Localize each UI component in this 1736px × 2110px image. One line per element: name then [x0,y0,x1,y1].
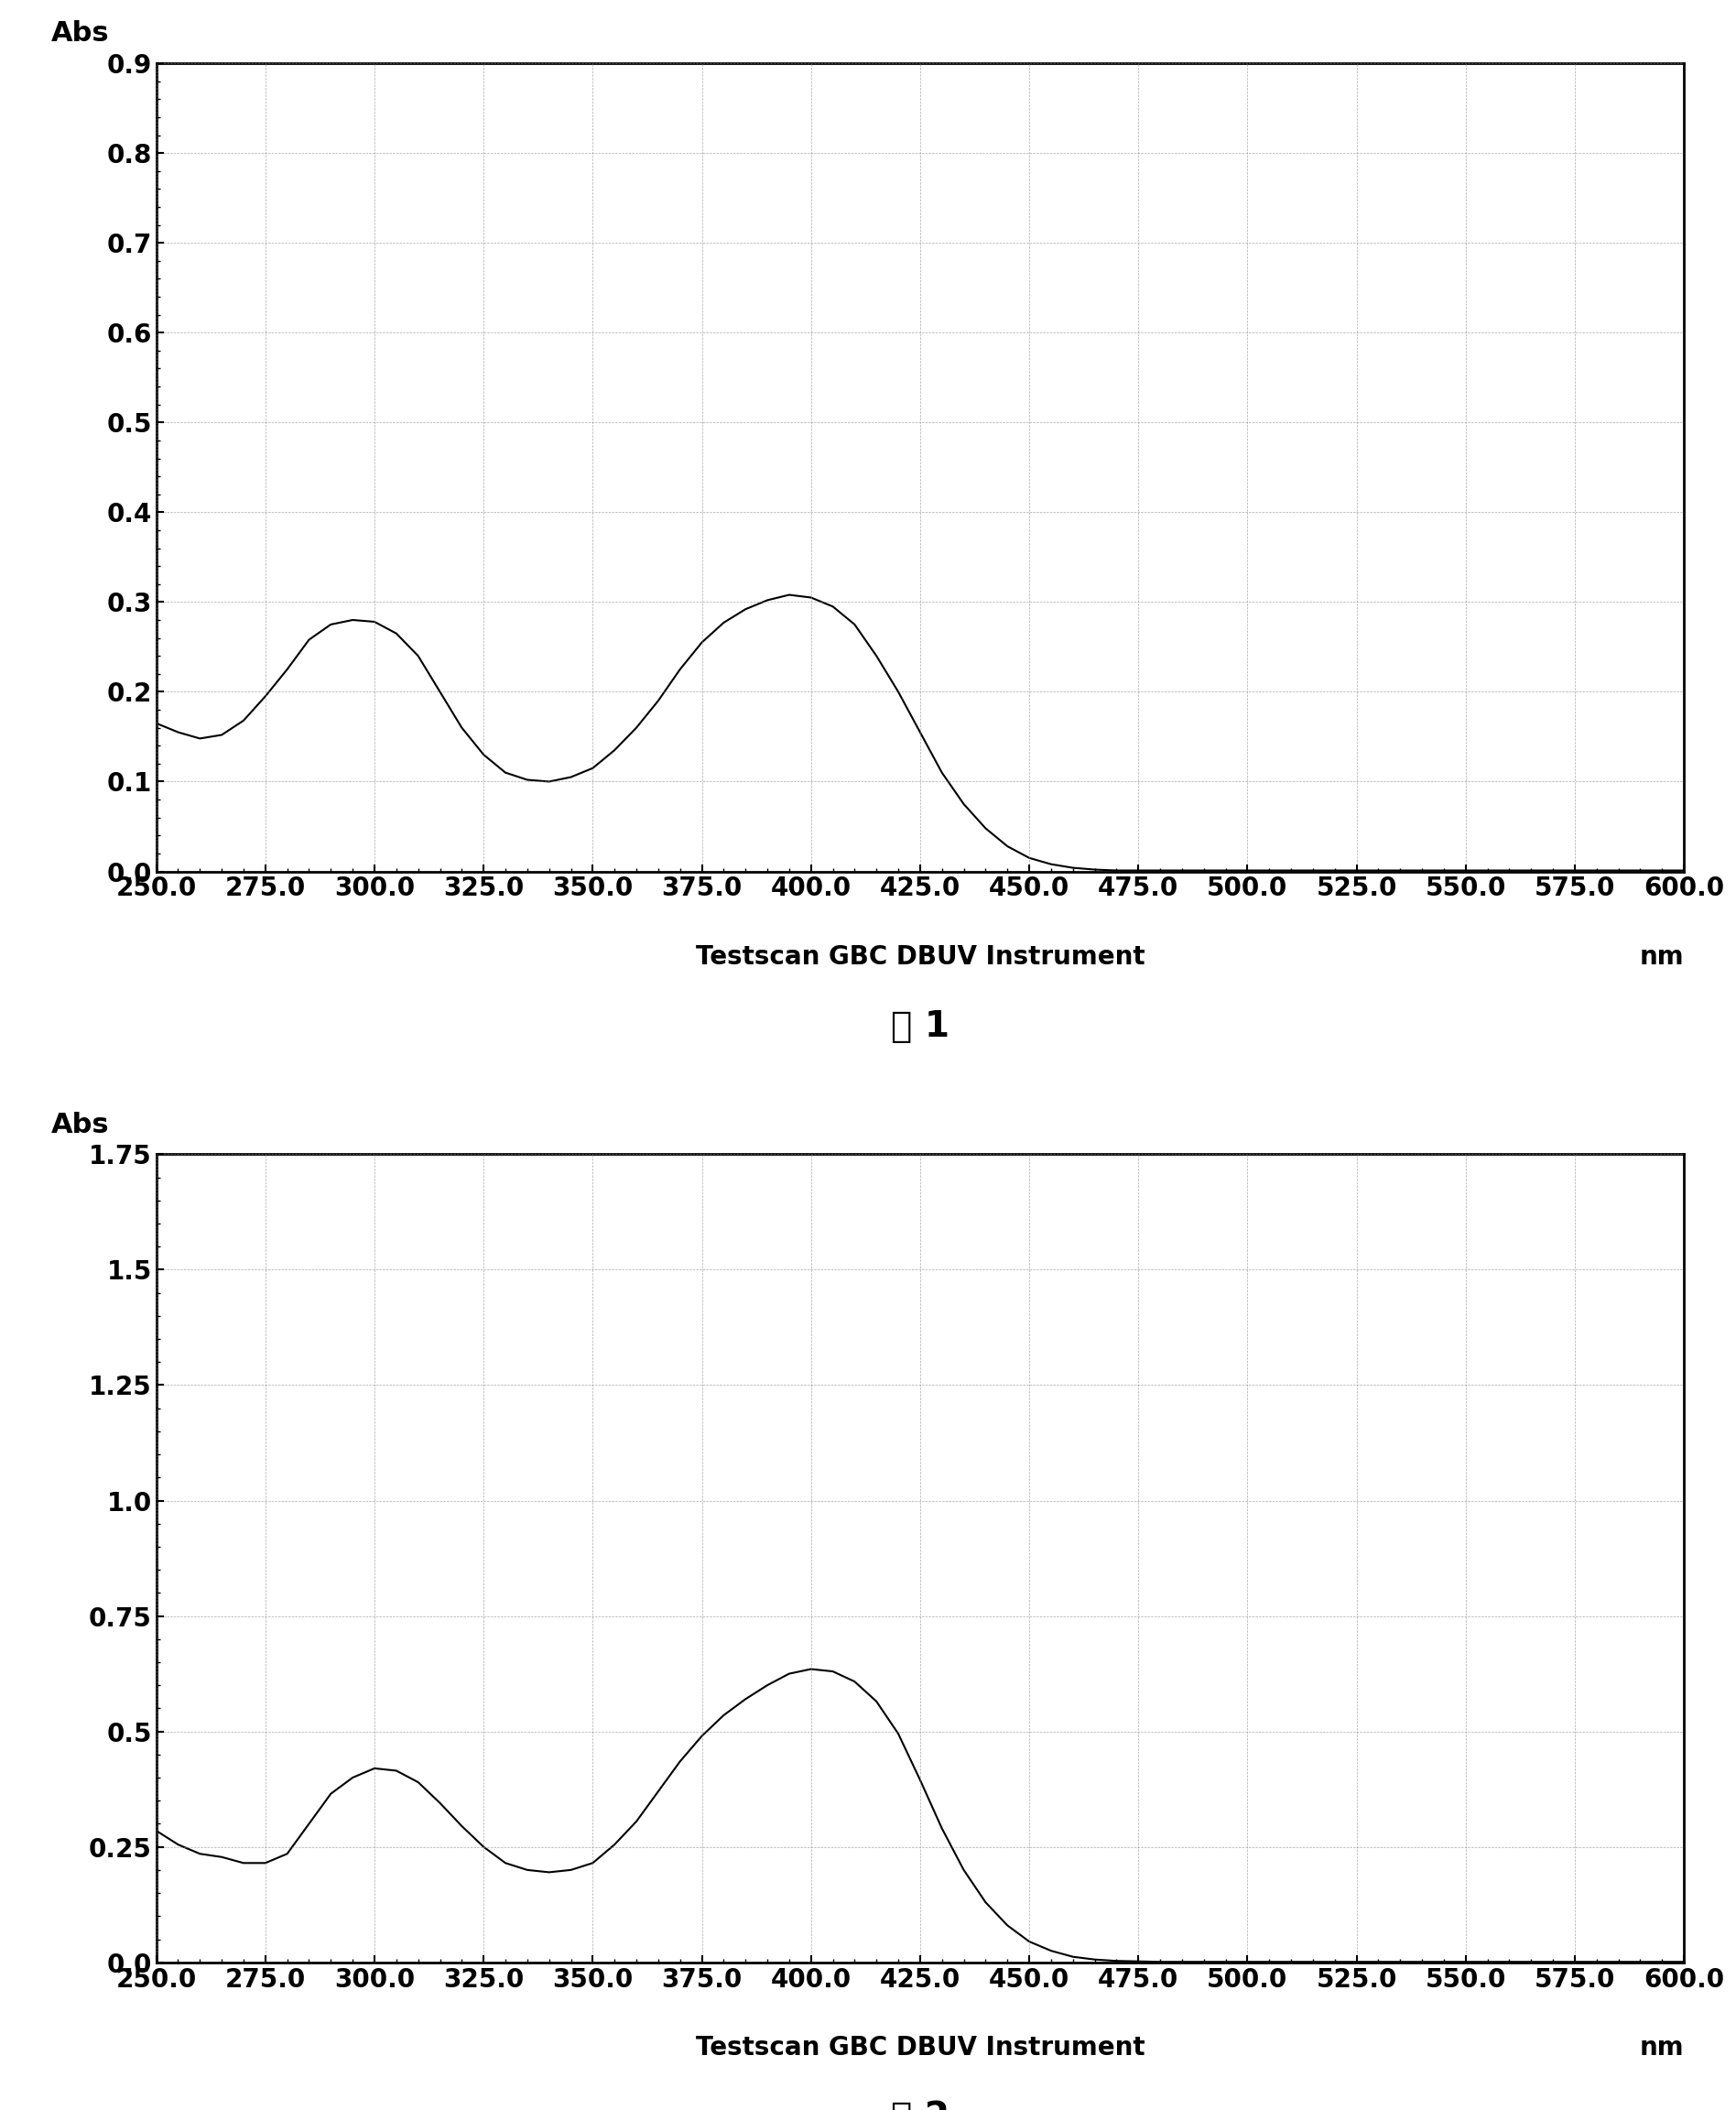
Text: nm: nm [1639,943,1684,971]
Text: 图 1: 图 1 [891,1009,950,1044]
Text: nm: nm [1639,2034,1684,2061]
Text: Abs: Abs [50,1112,109,1137]
Text: Testscan GBC DBUV Instrument: Testscan GBC DBUV Instrument [696,943,1144,971]
Text: 图 2: 图 2 [891,2099,950,2110]
Text: Testscan GBC DBUV Instrument: Testscan GBC DBUV Instrument [696,2034,1144,2061]
Text: Abs: Abs [50,21,109,46]
